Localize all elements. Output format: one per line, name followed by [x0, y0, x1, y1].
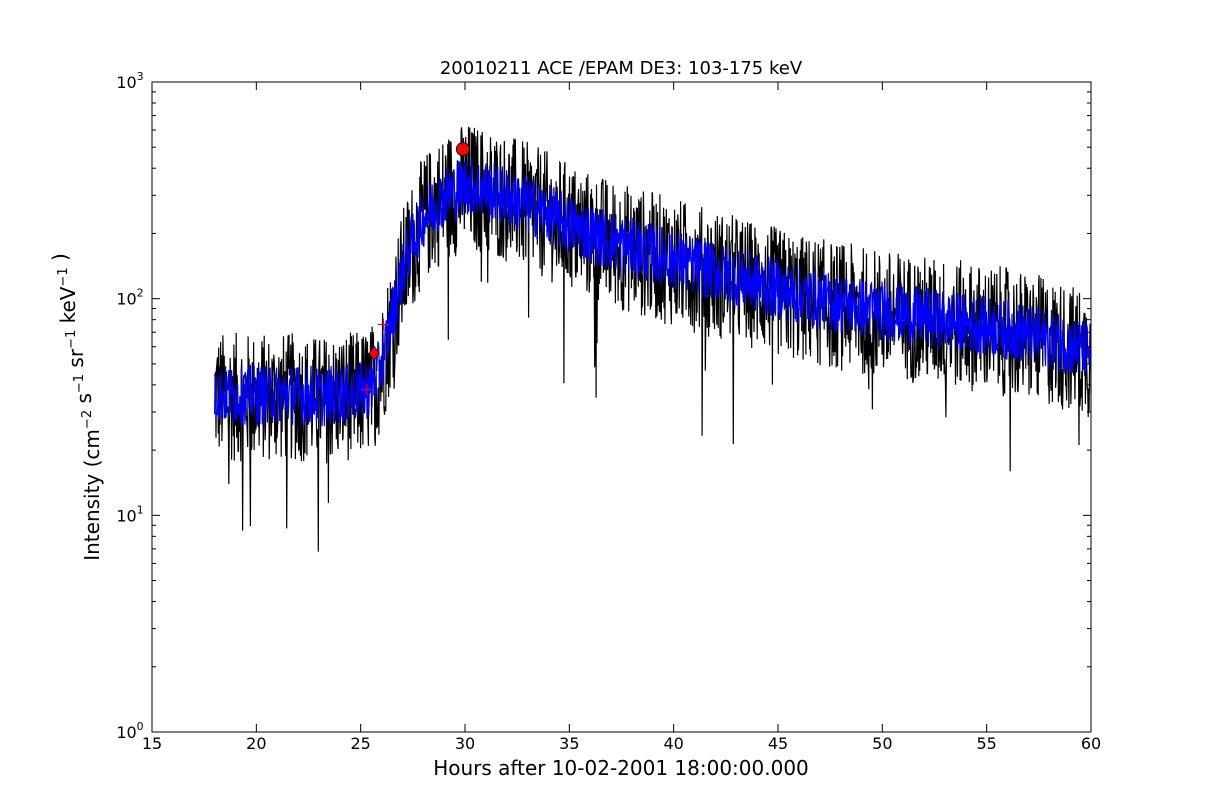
x-tick-label: 35	[559, 734, 579, 753]
x-tick-label: 15	[142, 734, 162, 753]
onset-marker	[368, 345, 380, 361]
plus-marker-0	[360, 383, 373, 396]
peak-marker	[455, 142, 470, 157]
x-tick-label: 20	[246, 734, 266, 753]
x-tick-label: 25	[350, 734, 370, 753]
data-layer	[214, 126, 1092, 552]
x-tick-label: 30	[455, 734, 475, 753]
y-tick-label: 102	[116, 287, 143, 309]
y-tick-label: 100	[116, 720, 143, 742]
x-axis-title: Hours after 10-02-2001 18:00:00.000	[433, 756, 809, 780]
x-tick-label: 50	[872, 734, 892, 753]
y-tick-label: 101	[116, 503, 143, 525]
plot-frame	[151, 81, 1092, 733]
x-tick-label: 55	[976, 734, 996, 753]
chart-title: 20010211 ACE /EPAM DE3: 103-175 keV	[440, 58, 803, 79]
y-tick-label: 103	[116, 70, 143, 92]
series-line-0	[214, 126, 1092, 552]
x-tick-label: 40	[663, 734, 683, 753]
series-line-1	[214, 157, 1092, 427]
x-tick-label: 60	[1081, 734, 1101, 753]
plus-marker-1	[377, 318, 390, 331]
y-axis-title: Intensity (cm−2 s−1 sr−1 keV−1 )	[48, 253, 104, 561]
ticks-layer: 15 20 25 30 35 40 45 50 55 60 100 101 102 103	[116, 70, 1101, 753]
x-tick-label: 45	[768, 734, 788, 753]
